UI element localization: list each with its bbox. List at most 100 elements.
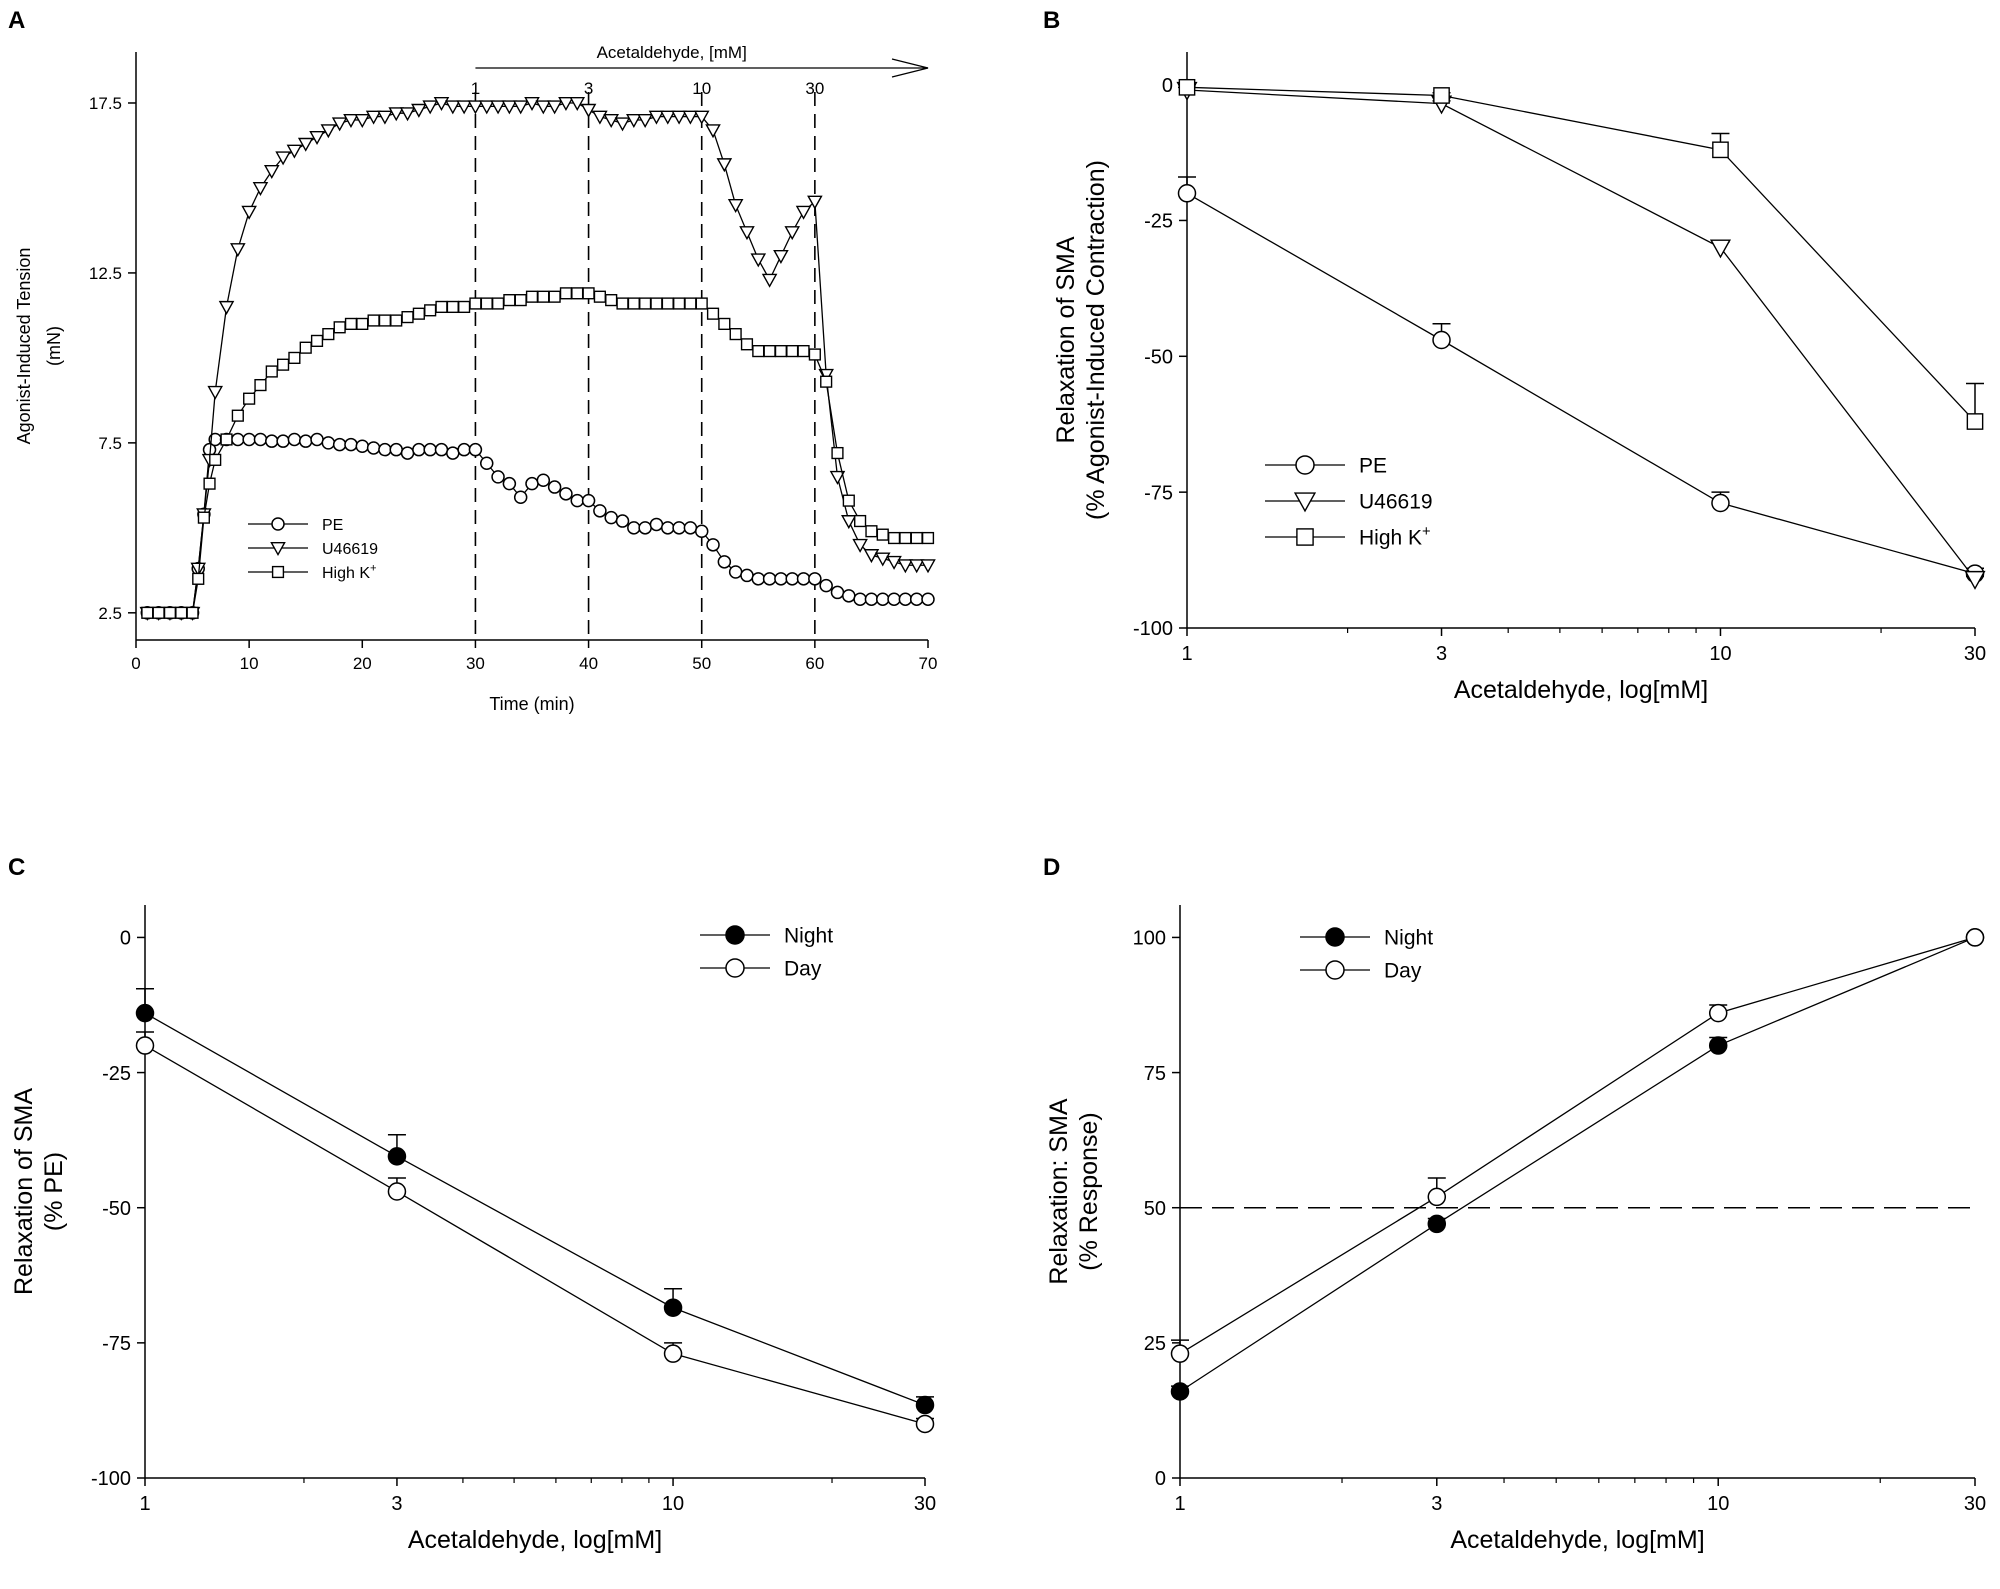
data-point <box>683 521 698 535</box>
data-point <box>548 290 561 303</box>
y-axis-label-units: (% Response) <box>1075 1112 1103 1270</box>
data-point <box>694 524 709 538</box>
y-tick-label: -100 <box>91 1468 131 1490</box>
data-point <box>389 442 403 457</box>
data-point <box>910 531 923 545</box>
data-point <box>897 559 914 574</box>
data-point <box>356 317 369 331</box>
data-point <box>378 442 392 457</box>
data-point <box>1178 78 1196 96</box>
legend-marker <box>1296 528 1314 546</box>
data-point <box>820 375 833 388</box>
data-point <box>399 107 416 122</box>
data-point <box>458 300 471 314</box>
data-point <box>412 307 425 320</box>
data-point <box>367 314 380 327</box>
data-point <box>752 344 765 358</box>
data-point <box>626 113 642 129</box>
data-point <box>135 1036 155 1055</box>
data-point <box>874 552 891 567</box>
data-point <box>547 480 562 494</box>
y-axis-label: Relaxation: SMA <box>1045 1098 1073 1285</box>
data-point <box>659 110 676 125</box>
arrow-head <box>891 58 929 78</box>
x-tick-label: 10 <box>240 654 259 673</box>
y-tick-label: 0 <box>1155 1468 1166 1490</box>
data-point <box>841 515 857 530</box>
data-point <box>649 517 664 532</box>
data-point <box>218 300 235 315</box>
data-point <box>695 297 708 310</box>
data-point <box>580 103 597 118</box>
x-tick-label: 60 <box>805 654 824 673</box>
y-tick-label: 2.5 <box>98 604 122 623</box>
panel-label: B <box>1043 7 1060 34</box>
data-point <box>592 110 608 125</box>
data-point <box>469 297 482 310</box>
data-point <box>175 606 188 619</box>
dose-annotation: Acetaldehyde, [mM] <box>597 43 747 62</box>
data-point <box>401 311 414 324</box>
data-point <box>422 100 438 115</box>
data-point <box>727 198 744 213</box>
data-point <box>377 110 393 125</box>
legend-label: Night <box>784 925 833 948</box>
data-point <box>320 124 337 139</box>
data-point <box>671 110 687 125</box>
legend: PE U46619 High K+ <box>1265 455 1433 550</box>
data-point <box>512 100 529 115</box>
y-axis-label: Agonist-Induced Tension <box>14 248 34 445</box>
data-point <box>265 365 278 378</box>
data-point <box>614 117 631 132</box>
data-point <box>152 606 165 619</box>
legend-label: Day <box>1384 960 1422 983</box>
data-point <box>921 592 935 606</box>
series-line <box>147 438 928 614</box>
legend-label: PE <box>322 517 343 534</box>
data-point <box>411 103 427 118</box>
y-axis-label-units: (mN) <box>44 326 64 366</box>
data-point <box>197 511 210 524</box>
data-point <box>254 378 267 392</box>
data-point <box>784 226 801 241</box>
data-point <box>546 100 563 115</box>
data-point <box>728 565 743 579</box>
data-point <box>808 348 821 361</box>
data-point <box>514 294 527 307</box>
data-point <box>729 328 742 341</box>
data-point <box>286 144 303 159</box>
data-point <box>501 100 518 115</box>
data-point <box>192 572 205 585</box>
data-point <box>639 297 652 310</box>
data-point <box>570 493 585 508</box>
dose-label: 10 <box>692 79 711 98</box>
data-point <box>829 470 846 485</box>
y-tick-label: 75 <box>1144 1063 1166 1085</box>
data-point <box>468 442 483 457</box>
legend-label: High K+ <box>1359 524 1431 549</box>
data-point <box>253 432 268 447</box>
series-high-k- <box>1178 78 1984 430</box>
data-point <box>537 290 550 303</box>
data-point <box>558 97 574 112</box>
data-point <box>1433 87 1450 104</box>
data-point <box>908 559 925 574</box>
data-point <box>287 432 302 447</box>
data-point <box>243 392 256 405</box>
data-point <box>480 297 493 310</box>
y-tick-label: 7.5 <box>98 434 122 453</box>
data-point <box>582 287 595 300</box>
panel-d: D 0 25 50 75 100 1 3 10 30 Acetaldehyde, log[mM] Re… <box>1043 854 1986 1554</box>
data-point <box>875 592 890 606</box>
data-point <box>593 504 607 518</box>
y-tick-label: -25 <box>102 1063 131 1085</box>
data-point <box>661 297 674 310</box>
data-point <box>163 606 177 619</box>
data-point <box>299 341 312 354</box>
data-point <box>615 514 630 528</box>
data-point <box>297 137 314 152</box>
series-high-k- <box>141 287 935 619</box>
data-point <box>559 487 573 501</box>
data-point <box>716 158 733 173</box>
